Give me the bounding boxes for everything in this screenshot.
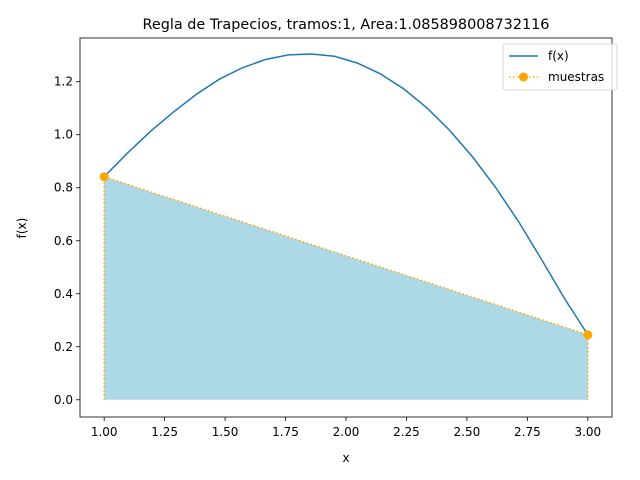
y-tick-label: 0.0 [54,393,73,407]
fx-curve-line [103,53,589,336]
y-tick-label: 1.0 [54,128,73,142]
x-tick-label: 3.00 [574,425,601,439]
legend-marker-muestras [519,72,528,82]
legend-label-muestras: muestras [548,70,604,84]
y-tick-label: 0.2 [54,340,73,354]
x-axis-label: x [342,451,349,465]
muestras-dotted-line [103,175,589,400]
x-tick-label: 2.75 [514,425,541,439]
x-tick-label: 2.25 [393,425,420,439]
trapezoid-fill-layer [104,176,588,400]
y-axis-label: f(x) [15,218,29,239]
y-tick-label: 0.4 [54,287,73,301]
y-tick-label: 0.6 [54,234,73,248]
chart-title: Regla de Trapecios, tramos:1, Area:1.085… [143,17,550,33]
sample-point-marker [583,330,593,340]
x-tick-label: 1.25 [151,425,178,439]
series-layer [103,53,589,400]
x-tick-label: 1.75 [272,425,299,439]
x-tick-label: 1.00 [91,425,118,439]
sample-point-marker [99,172,109,182]
sample-marker-layer [99,172,593,340]
x-tick-label: 2.00 [333,425,360,439]
x-axis-ticks: 1.00 1.25 1.50 1.75 2.00 2.25 2.50 2.75 3.00 [91,417,601,439]
y-tick-label: 0.8 [54,181,73,195]
y-tick-label: 1.2 [54,75,73,89]
y-axis-ticks: 0.0 0.2 0.4 0.6 0.8 1.0 1.2 [54,75,80,407]
legend: f(x) muestras [502,43,618,91]
x-tick-label: 2.50 [454,425,481,439]
trapezoid-area [104,176,588,400]
legend-label-fx: f(x) [548,49,569,63]
x-tick-label: 1.50 [212,425,239,439]
